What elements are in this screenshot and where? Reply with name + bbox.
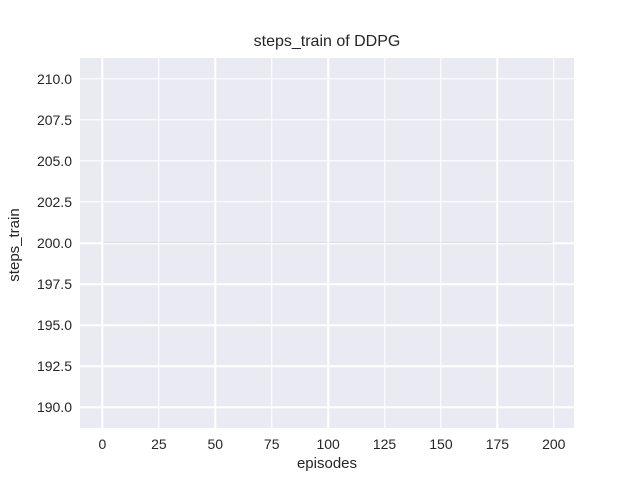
y-tick-label: 200.0 xyxy=(36,235,72,251)
plot-area xyxy=(80,58,574,428)
x-tick-label: 125 xyxy=(372,436,397,452)
y-gridline xyxy=(80,406,574,409)
y-gridline xyxy=(80,283,574,285)
y-tick-label: 207.5 xyxy=(36,111,72,128)
y-gridline xyxy=(80,118,574,121)
x-tick-label: 175 xyxy=(485,436,510,452)
x-tick-label: 50 xyxy=(207,436,224,452)
chart-title: steps_train of DDPG xyxy=(253,33,401,50)
x-axis-label: episodes xyxy=(296,455,358,472)
y-tick-label: 202.5 xyxy=(36,193,72,210)
y-gridline xyxy=(80,160,574,162)
x-tick-label: 0 xyxy=(98,436,107,452)
x-tick-label: 25 xyxy=(151,436,167,452)
y-tick-label: 205.0 xyxy=(36,152,72,169)
y-tick-label: 195.0 xyxy=(36,317,72,334)
y-tick-label: 192.5 xyxy=(36,358,72,375)
y-tick-label: 210.0 xyxy=(36,70,72,87)
y-gridline xyxy=(80,242,574,244)
x-tick-label: 200 xyxy=(542,436,566,452)
y-gridline xyxy=(80,77,574,80)
y-gridline xyxy=(80,201,574,203)
x-tick-label: 100 xyxy=(316,436,340,452)
y-tick-label: 197.5 xyxy=(36,276,72,293)
x-tick-label: 150 xyxy=(429,436,453,452)
y-gridline xyxy=(80,324,574,326)
y-gridline xyxy=(80,365,574,368)
x-tick-label: 75 xyxy=(263,436,280,452)
y-tick-label: 190.0 xyxy=(36,399,72,416)
